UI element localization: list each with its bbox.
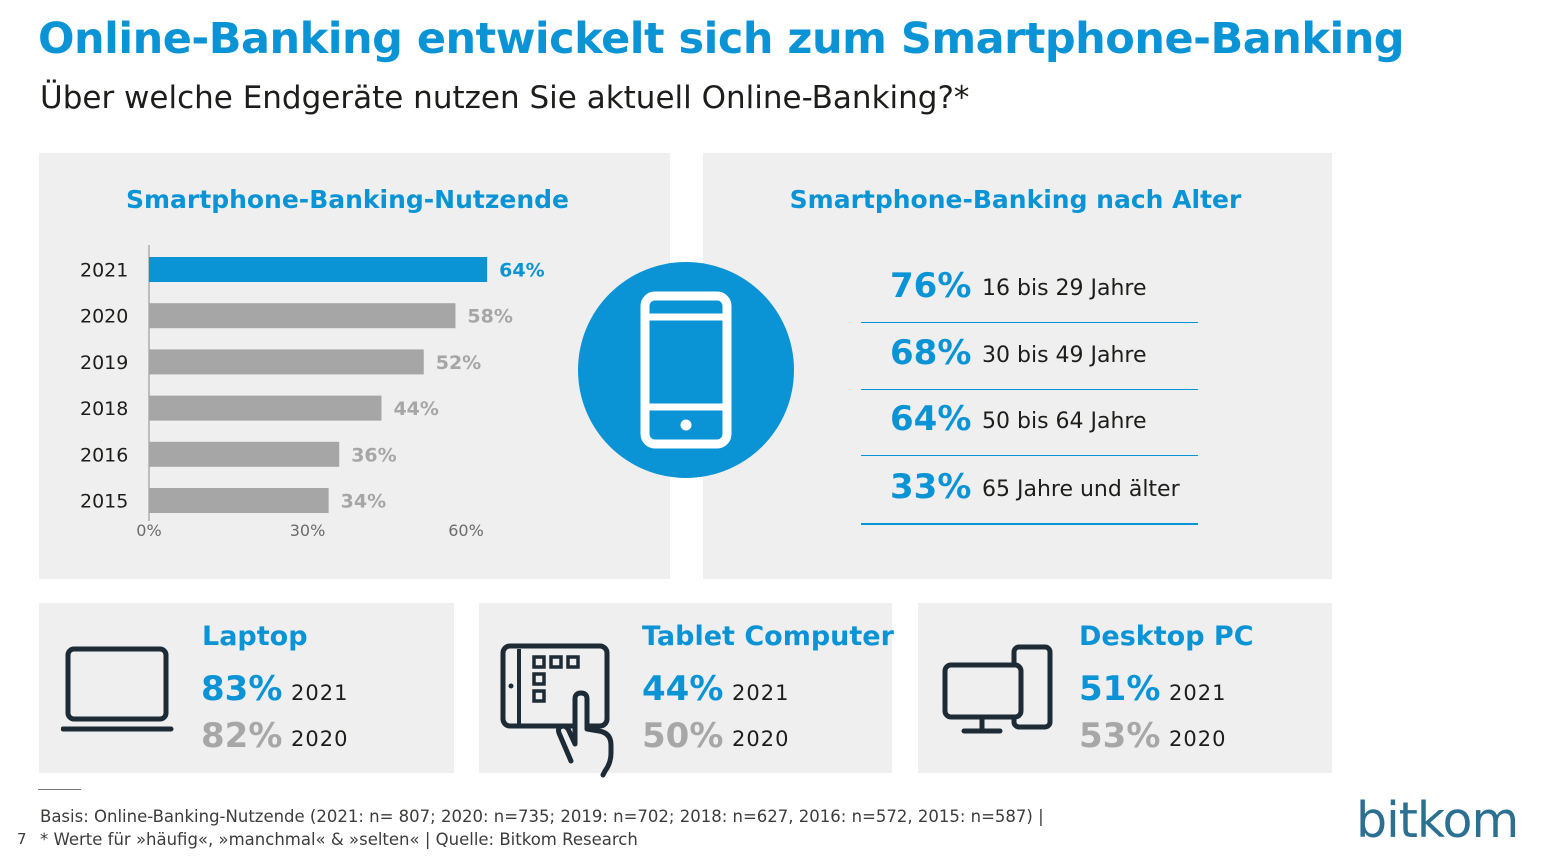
- age-pct: 33%: [890, 467, 972, 507]
- desktop-panel: Desktop PC 51% 2021 53% 2020: [918, 603, 1332, 773]
- tablet-panel: Tablet Computer 44% 2021 50% 2020: [479, 603, 894, 778]
- smartphone-users-panel: Smartphone-Banking-Nutzende 2021 64% 2020 5…: [39, 153, 670, 579]
- chart-category-label: 2020: [80, 306, 128, 328]
- desktop-pc-icon: [942, 644, 1053, 734]
- smartphone-users-bar-chart: 2021 64% 2020 58% 2019 52% 2018 44% 2016 36% 2015 3…: [80, 245, 545, 540]
- chart-bar-2021: [149, 257, 488, 282]
- chart-data-label: 36%: [351, 444, 396, 466]
- desktop-previous-year: 2020: [1169, 727, 1227, 751]
- chart-bar-2016: [149, 441, 340, 467]
- chart-category-label: 2018: [80, 398, 128, 420]
- chart-data-label: 34%: [341, 491, 386, 513]
- tablet-previous-pct: 50%: [642, 716, 724, 756]
- tablet-previous-year: 2020: [732, 727, 790, 751]
- desktop-current-year: 2021: [1169, 681, 1227, 705]
- footnote-source: * Werte für »häufig«, »manchmal« & »selt…: [40, 830, 638, 849]
- smartphone-by-age-title: Smartphone-Banking nach Alter: [789, 185, 1242, 214]
- tablet-touch-icon: [500, 643, 614, 778]
- chart-x-tick-label: 60%: [448, 521, 484, 540]
- tablet-current-year: 2021: [732, 681, 790, 705]
- smartphone-circle: [578, 262, 794, 478]
- laptop-title: Laptop: [202, 621, 308, 652]
- chart-bar-2015: [149, 488, 329, 513]
- age-pct: 68%: [890, 333, 972, 373]
- laptop-current-pct: 83%: [201, 669, 283, 709]
- chart-x-tick-label: 0%: [136, 521, 161, 540]
- chart-data-label: 64%: [499, 260, 544, 282]
- page-title: Online-Banking entwickelt sich zum Smart…: [38, 14, 1405, 64]
- chart-category-label: 2019: [80, 352, 128, 374]
- desktop-title: Desktop PC: [1079, 621, 1254, 652]
- chart-bar-2019: [149, 349, 424, 375]
- age-label: 65 Jahre und älter: [982, 477, 1180, 502]
- laptop-current-year: 2021: [291, 681, 349, 705]
- chart-data-label: 44%: [393, 398, 438, 420]
- tablet-title: Tablet Computer: [642, 621, 894, 652]
- age-label: 30 bis 49 Jahre: [982, 343, 1147, 368]
- chart-category-label: 2021: [80, 260, 128, 282]
- chart-x-tick-label: 30%: [290, 521, 326, 540]
- bitkom-logo: bitkom: [1356, 792, 1519, 849]
- footer-divider: [38, 789, 81, 790]
- age-label: 50 bis 64 Jahre: [982, 409, 1147, 434]
- page-number: 7: [17, 830, 27, 848]
- laptop-panel: Laptop 83% 2021 82% 2020: [39, 603, 454, 773]
- chart-data-label: 52%: [436, 352, 481, 374]
- laptop-previous-year: 2020: [291, 727, 349, 751]
- smartphone-users-title: Smartphone-Banking-Nutzende: [125, 185, 570, 214]
- footnote-basis: Basis: Online-Banking-Nutzende (2021: n=…: [40, 807, 1044, 826]
- desktop-current-pct: 51%: [1079, 669, 1161, 709]
- age-row-16-29: 76% 16 bis 29 Jahre: [861, 256, 1198, 323]
- chart-bar-2020: [149, 303, 456, 329]
- chart-bar-2018: [149, 395, 382, 421]
- tablet-current-pct: 44%: [642, 669, 724, 709]
- age-label: 16 bis 29 Jahre: [982, 276, 1147, 301]
- age-row-50-64: 64% 50 bis 64 Jahre: [861, 389, 1198, 456]
- age-row-30-49: 68% 30 bis 49 Jahre: [861, 323, 1198, 390]
- laptop-icon: [61, 646, 174, 732]
- chart-data-label: 58%: [467, 306, 512, 328]
- desktop-previous-pct: 53%: [1079, 716, 1161, 756]
- smartphone-icon: [640, 291, 732, 449]
- chart-category-label: 2016: [80, 444, 128, 466]
- age-pct: 64%: [890, 399, 972, 439]
- laptop-previous-pct: 82%: [201, 716, 283, 756]
- age-pct: 76%: [890, 266, 972, 306]
- age-row-65-plus: 33% 65 Jahre und älter: [861, 457, 1198, 525]
- chart-category-label: 2015: [80, 491, 128, 513]
- smartphone-by-age-panel: Smartphone-Banking nach Alter: [703, 153, 1332, 579]
- page-subtitle: Über welche Endgeräte nutzen Sie aktuell…: [40, 80, 970, 116]
